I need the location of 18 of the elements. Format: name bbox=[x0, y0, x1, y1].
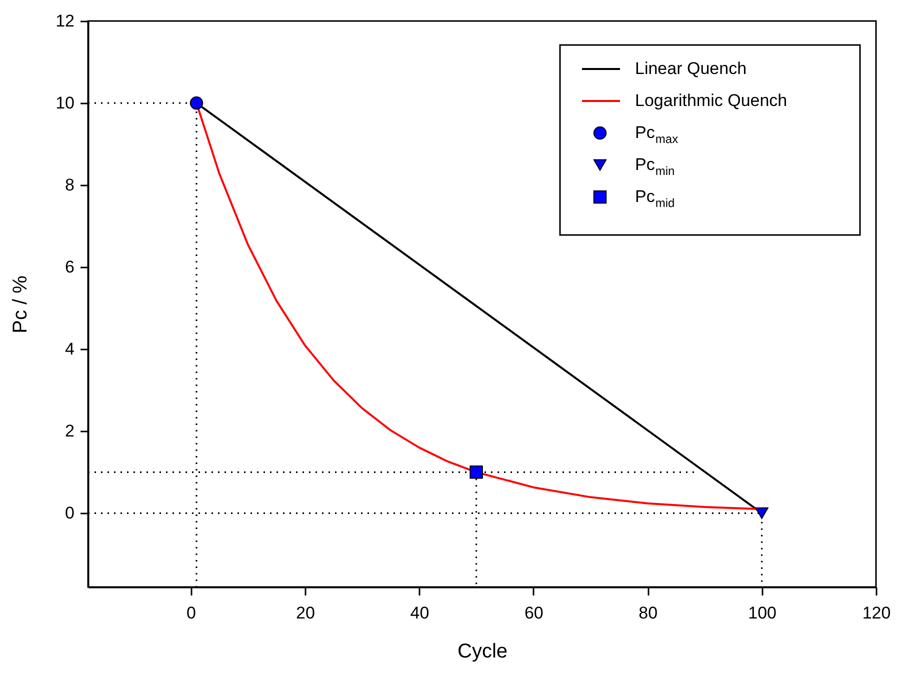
y-tick-label: 0 bbox=[65, 504, 74, 523]
y-tick-label: 6 bbox=[65, 258, 74, 277]
y-tick-label: 10 bbox=[56, 94, 74, 113]
y-tick-label: 4 bbox=[65, 340, 74, 359]
y-tick-label: 2 bbox=[65, 422, 74, 441]
x-tick-label: 40 bbox=[410, 604, 430, 622]
x-tick-label: 120 bbox=[862, 604, 891, 622]
y-tick-label: 12 bbox=[56, 12, 74, 30]
y-tick-label: 8 bbox=[65, 176, 74, 195]
x-tick-label: 60 bbox=[524, 604, 544, 622]
x-tick-label: 100 bbox=[748, 604, 776, 622]
x-axis-title: Cycle bbox=[457, 640, 508, 662]
x-tick-label: 0 bbox=[186, 604, 196, 622]
y-axis-title: Pc / % bbox=[10, 275, 32, 334]
legend-label: Linear Quench bbox=[635, 59, 747, 78]
x-tick-label: 20 bbox=[296, 604, 315, 622]
legend-label: Logarithmic Quench bbox=[635, 91, 788, 110]
x-tick-label: 80 bbox=[638, 604, 658, 622]
